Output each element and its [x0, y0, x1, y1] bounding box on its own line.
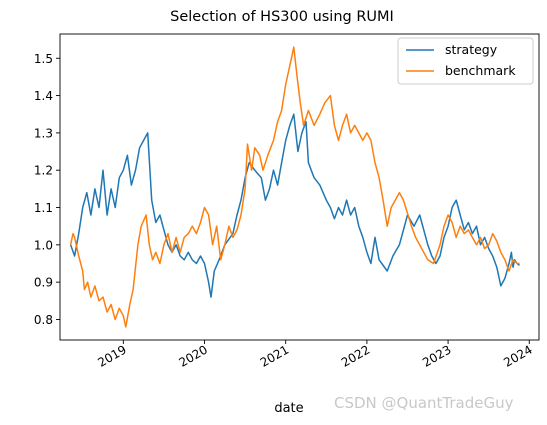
x-tick-label: 2020	[177, 342, 210, 369]
x-axis-label: date	[274, 401, 303, 416]
y-axis: 0.8 0.9 1.0 1.1 1.2 1.3 1.4 1.5	[34, 52, 60, 327]
y-tick-label: 1.5	[34, 52, 53, 66]
watermark-text: CSDN @QuantTradeGuy	[334, 394, 514, 412]
series-line-strategy	[69, 113, 520, 298]
x-tick-label: 2022	[339, 342, 372, 369]
series-line-benchmark	[69, 46, 520, 328]
legend-label-strategy: strategy	[445, 42, 498, 57]
y-tick-label: 1.0	[34, 238, 53, 252]
plot-frame	[59, 33, 540, 341]
y-tick-label: 1.1	[34, 201, 53, 215]
y-tick-label: 0.9	[34, 276, 53, 290]
legend: strategy benchmark	[397, 37, 534, 85]
x-tick-label: 2023	[420, 342, 453, 369]
y-tick-label: 1.2	[34, 164, 53, 178]
y-tick-label: 1.4	[34, 89, 53, 103]
x-tick-label: 2021	[258, 342, 291, 369]
x-tick-label: 2019	[95, 342, 128, 369]
y-tick-label: 1.3	[34, 126, 53, 140]
legend-label-benchmark: benchmark	[445, 63, 516, 78]
y-tick-label: 0.8	[34, 313, 53, 327]
series-layer	[69, 46, 520, 328]
x-axis: 2019 2020 2021 2022 2023 2024	[95, 340, 535, 370]
x-tick-label: 2024	[501, 342, 534, 369]
chart-title: Selection of HS300 using RUMI	[170, 9, 394, 25]
